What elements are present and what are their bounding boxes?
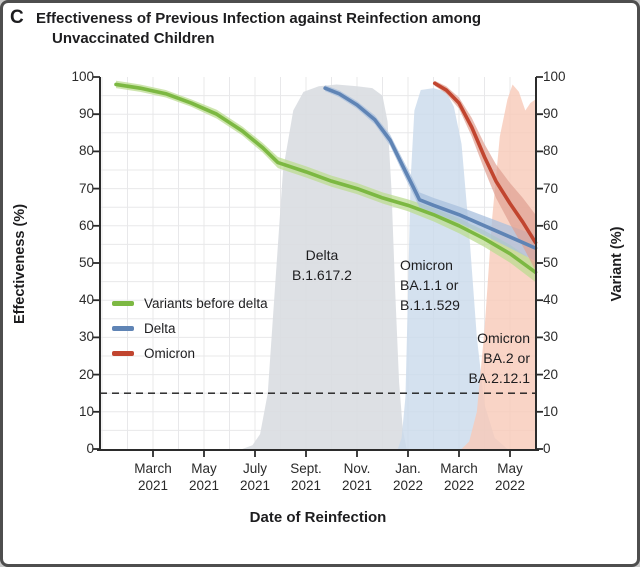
annotation-omicron-ba11: Omicron BA.1.1 or B.1.1.529 <box>400 257 460 313</box>
x-tick-label: July 2021 <box>239 461 271 493</box>
y-tick-label-right: 20 <box>543 366 559 382</box>
y-tick-label-left: 60 <box>78 217 94 233</box>
x-tick-label: March 2021 <box>134 461 172 493</box>
y-tick-label-left: 70 <box>78 180 94 196</box>
band-delta-effectiveness <box>325 85 536 262</box>
area-delta-b16172-prevalence <box>242 84 407 449</box>
panel-letter: C <box>10 7 24 28</box>
y-tick-label-right: 100 <box>543 69 566 84</box>
y-tick-label-right: 70 <box>543 180 559 196</box>
legend-item-delta: Delta <box>112 321 268 336</box>
legend-item-omicron: Omicron <box>112 346 268 361</box>
legend-label: Variants before delta <box>144 296 268 311</box>
legend-swatch-blue <box>112 326 134 331</box>
y-tick-label-right: 0 <box>543 441 551 456</box>
y-axis-label-variant: Variant (%) <box>609 226 625 302</box>
line-variants-before-delta-effectiveness <box>114 82 538 275</box>
legend-label: Omicron <box>144 346 196 361</box>
annotation-delta: Delta B.1.617.2 <box>292 247 352 283</box>
y-tick-label-left: 100 <box>71 69 94 84</box>
line-delta-effectiveness <box>323 86 538 250</box>
x-tick-label: Nov. 2021 <box>341 461 373 493</box>
legend-swatch-green <box>112 301 134 306</box>
y-tick-label-left: 10 <box>78 403 94 419</box>
y-tick-label-left: 50 <box>78 255 94 270</box>
legend-item-variants-before-delta: Variants before delta <box>112 296 268 311</box>
y-tick-label-left: 30 <box>78 329 94 345</box>
x-axis-label: Date of Reinfection <box>249 509 387 526</box>
y-tick-label-right: 30 <box>543 329 559 345</box>
chart-title-line2: Unvaccinated Children <box>52 30 215 47</box>
y-tick-label-left: 90 <box>78 106 94 122</box>
x-tick-label: March 2022 <box>440 461 478 493</box>
annotation-omicron-ba2: Omicron BA.2 or BA.2.12.1 <box>468 330 531 386</box>
x-tick-label: May 2021 <box>188 461 220 493</box>
area-omicron-ba11-b11529-prevalence <box>397 88 508 449</box>
y-tick-label-left: 40 <box>78 292 94 308</box>
y-tick-label-left: 20 <box>78 366 94 382</box>
area-omicron-ba2-ba2121-prevalence <box>461 84 536 449</box>
y-tick-label-right: 50 <box>543 255 559 270</box>
y-tick-label-right: 40 <box>543 292 559 308</box>
legend-swatch-red <box>112 351 134 356</box>
y-tick-label-right: 10 <box>543 403 559 419</box>
x-tick-label: Jan. 2022 <box>392 461 424 493</box>
x-tick-label: May 2022 <box>494 461 526 493</box>
x-tick-label: Sept. 2021 <box>290 461 322 493</box>
legend-label: Delta <box>144 321 176 336</box>
band-omicron-effectiveness <box>434 80 536 271</box>
chart-title-line1: Effectiveness of Previous Infection agai… <box>36 10 482 27</box>
y-tick-label-right: 90 <box>543 106 559 122</box>
y-tick-label-left: 0 <box>86 441 94 456</box>
band-variants-before-delta-effectiveness <box>116 80 536 282</box>
y-tick-label-right: 80 <box>543 143 559 159</box>
y-tick-label-right: 60 <box>543 217 559 233</box>
y-axis-label-effectiveness: Effectiveness (%) <box>12 203 28 325</box>
y-tick-label-left: 80 <box>78 143 94 159</box>
legend: Variants before delta Delta Omicron <box>112 296 268 361</box>
line-omicron-effectiveness <box>432 81 538 245</box>
